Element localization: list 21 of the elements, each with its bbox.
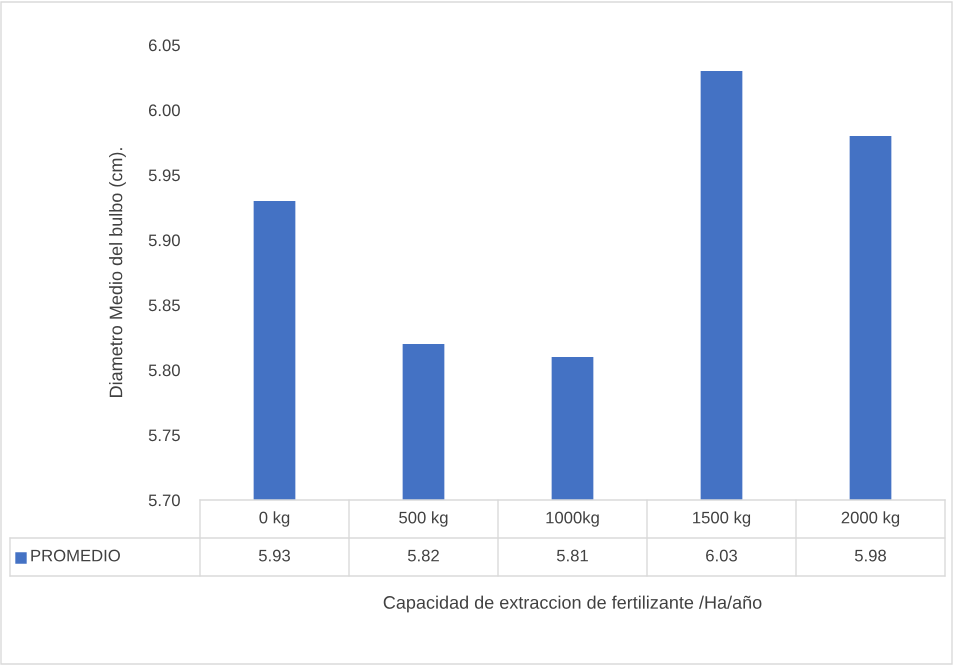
x-tick-label: 0 kg <box>259 511 290 527</box>
x-tick-label: 2000 kg <box>842 511 900 527</box>
data-label: 5.81 <box>556 550 588 562</box>
data-label: 5.82 <box>408 550 439 562</box>
y-tick-label: 5.85 <box>148 299 180 312</box>
y-tick-label: 5.90 <box>148 234 180 246</box>
y-tick-label: 5.70 <box>148 494 180 506</box>
data-label: 6.03 <box>706 550 737 562</box>
y-tick-label: 6.00 <box>148 104 180 116</box>
y-tick-label: 5.95 <box>148 169 180 182</box>
x-tick-label: 500 kg <box>399 511 448 527</box>
x-axis-title: Capacidad de extraccion de fertilizante /Ha/año <box>384 596 762 612</box>
y-tick-label: 5.75 <box>148 430 180 442</box>
x-tick-label: 1000kg <box>546 511 599 527</box>
legend-label: PROMEDIO <box>31 550 120 562</box>
y-tick-label: 5.80 <box>148 364 180 376</box>
y-tick-label: 6.05 <box>148 39 180 52</box>
data-label: 5.93 <box>258 550 290 562</box>
x-tick-label: 1500 kg <box>693 511 750 527</box>
y-axis-title: Diametro Medio del bulbo (cm). <box>109 148 126 397</box>
data-label: 5.98 <box>854 550 886 562</box>
